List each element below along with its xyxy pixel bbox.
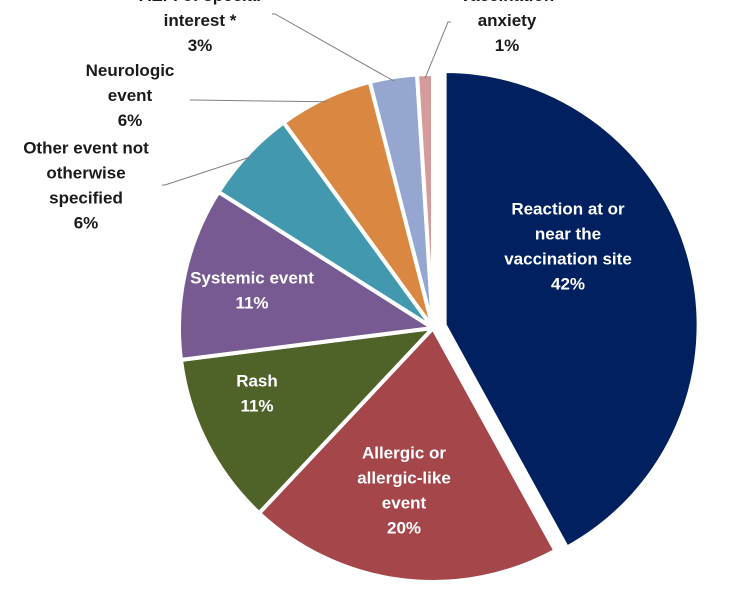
leader-line [162, 156, 251, 186]
slice-label: Reaction at or near the vaccination site 42… [504, 200, 632, 294]
slice-name-label: Neurologic [86, 61, 175, 80]
leader-line [190, 99, 327, 103]
slice-name-label: Rash [236, 372, 278, 391]
slice-name-label: Vaccination [460, 0, 554, 5]
slice-name-label: event [108, 86, 153, 105]
slice-value-label: 3% [188, 36, 213, 55]
slice-label: Rash 11% [236, 372, 278, 416]
slice-name-label: near the [535, 225, 601, 244]
slice-name-label: interest * [164, 11, 237, 30]
slice-label: Other event not otherwise specified 6% [23, 139, 149, 233]
slice-name-label: event [382, 494, 427, 513]
slice-label: Neurologic event 6% [86, 61, 175, 130]
slice-label: Systemic event 11% [190, 269, 314, 313]
slice-name-label: allergic-like [357, 469, 451, 488]
slice-value-label: 11% [235, 294, 268, 313]
slice-name-label: Allergic or [362, 444, 446, 463]
pie-slice [442, 69, 701, 550]
slice-value-label: 11% [240, 397, 273, 416]
pie-slices [177, 69, 701, 584]
slice-name-label: Systemic event [190, 269, 314, 288]
slice-name-label: otherwise [46, 164, 125, 183]
slice-value-label: 20% [387, 519, 421, 538]
slice-name-label: Reaction at or [511, 200, 625, 219]
slice-value-label: 42% [551, 275, 585, 294]
slice-name-label: specified [49, 189, 123, 208]
slice-name-label: anxiety [478, 11, 537, 30]
slice-label: AEFI of special interest * 3% [139, 0, 261, 55]
leader-lines [162, 13, 451, 186]
slice-value-label: 6% [74, 214, 99, 233]
slice-name-label: Other event not [23, 139, 149, 158]
slice-value-label: 1% [495, 36, 520, 55]
pie-slice [257, 326, 558, 584]
pie-slice [179, 326, 435, 516]
pie-slice [177, 189, 435, 362]
slice-label: Allergic or allergic-like event 20% [357, 444, 451, 538]
leader-line [272, 13, 395, 82]
leader-line [424, 21, 451, 79]
pie-slice [415, 72, 435, 330]
slice-label: Vaccination anxiety 1% [460, 0, 554, 55]
slice-name-label: vaccination site [504, 250, 632, 269]
slice-name-label: AEFI of special [139, 0, 261, 5]
slice-value-label: 6% [118, 111, 143, 130]
slice-labels: Reaction at or near the vaccination site 42… [23, 0, 632, 538]
